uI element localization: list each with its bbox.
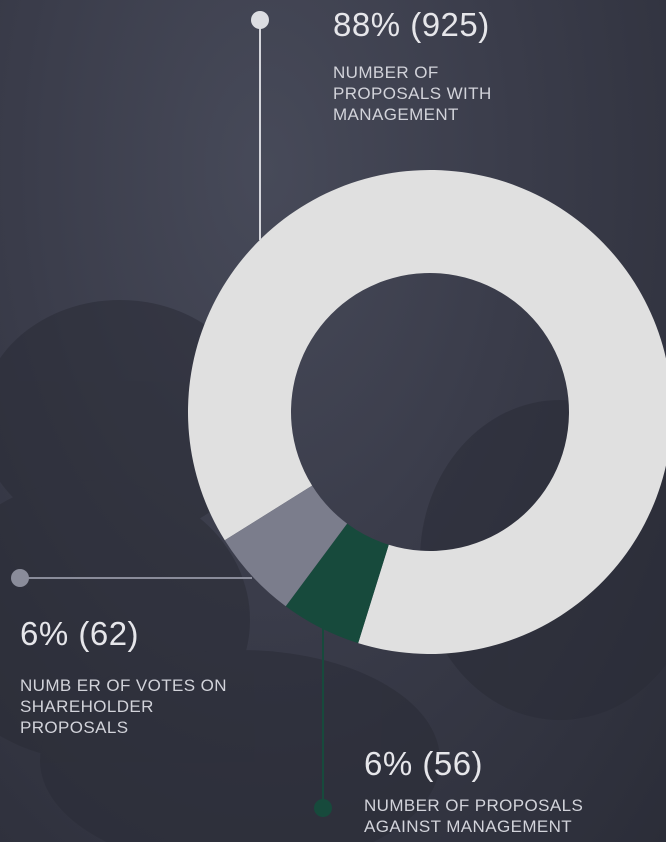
category-label: NUMBER OF PROPOSALS WITH MANAGEMENT bbox=[333, 62, 528, 125]
leader-dot bbox=[314, 799, 332, 817]
leader-dot bbox=[11, 569, 29, 587]
infographic: 88% (925) NUMBER OF PROPOSALS WITH MANAG… bbox=[0, 0, 666, 842]
category-label: NUMB ER OF VOTES ON SHAREHOLDER PROPOSAL… bbox=[20, 675, 235, 738]
category-label: NUMBER OF PROPOSALS AGAINST MANAGEMENT bbox=[364, 795, 639, 837]
leader-dot bbox=[251, 11, 269, 29]
value-label: 88% (925) bbox=[333, 6, 490, 44]
value-label: 6% (56) bbox=[364, 745, 483, 783]
value-label: 6% (62) bbox=[20, 615, 139, 653]
